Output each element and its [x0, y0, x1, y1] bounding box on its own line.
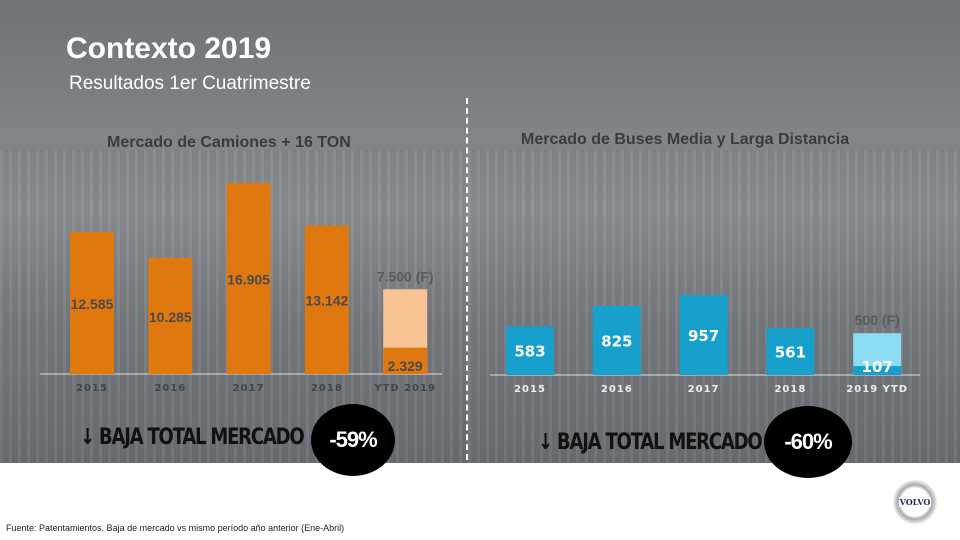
bus-chart-title: Mercado de Buses Media y Larga Distancia — [521, 131, 850, 148]
bus-callout-text: BAJA TOTAL MERCADO — [556, 430, 763, 455]
bus-tick-label: 2016 — [601, 384, 633, 395]
truck-tick-label: 2015 — [76, 383, 108, 394]
truck-data-label: 16.905 — [227, 271, 270, 287]
bus-bar — [766, 328, 815, 375]
truck-bar — [383, 347, 428, 374]
truck-data-label: 12.585 — [71, 296, 114, 312]
truck-data-label: 13.142 — [305, 293, 348, 309]
bus-change-badge: -60% — [764, 406, 852, 478]
bus-bar — [592, 306, 641, 375]
truck-forecast-label: 7.500 (F) — [377, 268, 434, 284]
bus-tick-label: 2015 — [514, 384, 546, 395]
bus-tick-label: 2017 — [688, 384, 720, 395]
page-title: Contexto 2019 — [66, 32, 272, 65]
footer-source: Fuente: Patentamientos. Baja de mercado … — [6, 523, 345, 533]
truck-bar — [304, 225, 349, 374]
truck-bar — [226, 182, 271, 374]
bus-forecast-label: 500 (F) — [855, 312, 900, 328]
bus-bar — [853, 366, 902, 375]
bus-bar — [506, 326, 554, 375]
bus-data-label: 583 — [514, 343, 545, 361]
truck-tick-label: 2018 — [311, 383, 343, 394]
truck-bar — [70, 231, 114, 374]
truck-tick-label: 2016 — [154, 383, 186, 394]
bus-tick-label: 2019 YTD — [846, 384, 908, 395]
truck-data-label: 2.329 — [388, 358, 423, 374]
truck-change-badge: -59% — [311, 404, 395, 476]
bus-bar — [679, 294, 728, 375]
bus-data-label: 957 — [688, 327, 719, 345]
volvo-logo: VOLVO — [893, 480, 937, 524]
truck-tick-label: 2017 — [233, 383, 265, 394]
truck-data-label: 10.285 — [149, 309, 192, 325]
city-background — [0, 0, 960, 463]
divider — [466, 98, 468, 460]
logo-text: VOLVO — [898, 497, 932, 507]
truck-chart-title: Mercado de Camiones + 16 TON — [107, 134, 351, 151]
truck-bar — [148, 257, 193, 374]
truck-callout-text: BAJA TOTAL MERCADO — [98, 425, 305, 450]
page-subtitle: Resultados 1er Cuatrimestre — [69, 73, 311, 94]
bus-callout: ↓ BAJA TOTAL MERCADO — [538, 430, 763, 455]
truck-tick-label: YTD 2019 — [373, 383, 436, 394]
bus-data-label: 561 — [775, 344, 806, 362]
bus-tick-label: 2018 — [774, 384, 806, 395]
bus-data-label: 107 — [862, 358, 893, 376]
bus-data-label: 825 — [601, 333, 632, 351]
truck-callout: ↓ BAJA TOTAL MERCADO — [80, 425, 305, 450]
